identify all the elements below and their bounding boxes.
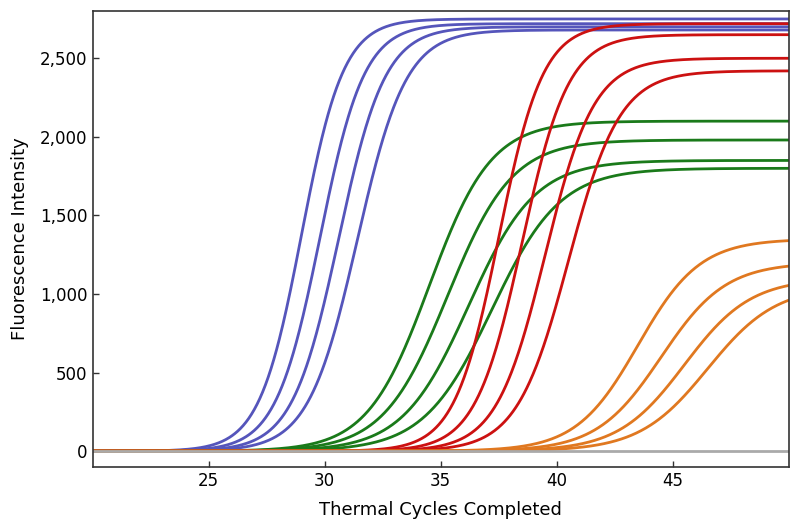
Y-axis label: Fluorescence Intensity: Fluorescence Intensity [11, 138, 29, 340]
X-axis label: Thermal Cycles Completed: Thermal Cycles Completed [319, 501, 562, 519]
